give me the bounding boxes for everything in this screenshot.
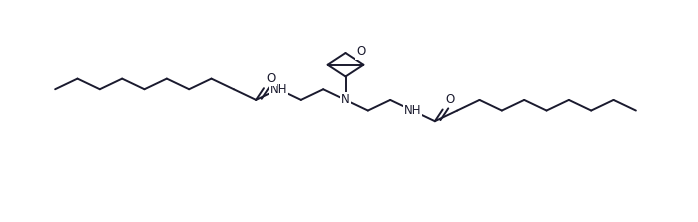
Text: N: N bbox=[341, 93, 350, 106]
Text: O: O bbox=[356, 46, 365, 58]
Text: O: O bbox=[445, 93, 454, 106]
Text: NH: NH bbox=[269, 83, 288, 96]
Text: NH: NH bbox=[403, 104, 422, 117]
Text: O: O bbox=[267, 72, 276, 85]
